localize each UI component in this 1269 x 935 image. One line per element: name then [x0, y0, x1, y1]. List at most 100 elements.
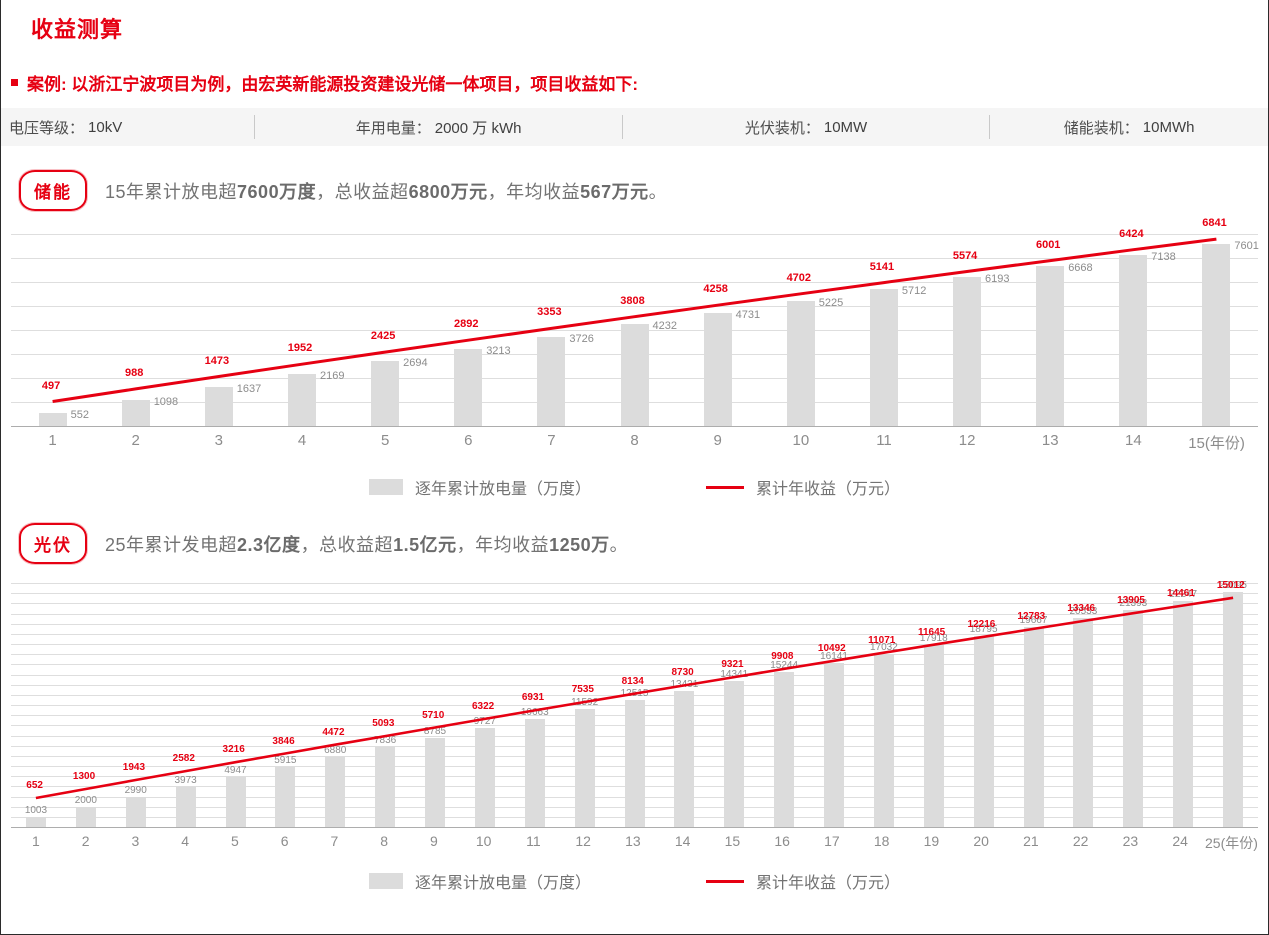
bar-value-label: 7138	[1151, 250, 1176, 263]
section-pv: 光伏 25年累计发电超2.3亿度，总收益超1.5亿元，年均收益1250万。 10…	[1, 523, 1268, 893]
gridline	[11, 593, 1258, 595]
line-value-label: 1952	[287, 342, 313, 355]
bar	[620, 324, 649, 426]
bar	[953, 277, 981, 426]
line-value-label: 11071	[868, 634, 896, 646]
bar	[703, 312, 732, 426]
bar	[786, 300, 815, 426]
headline-segment: 7600万度	[237, 181, 317, 202]
bar	[869, 288, 898, 426]
x-axis-label: 12	[958, 432, 976, 449]
bar-value-label: 14341	[720, 669, 749, 681]
bar-value-label: 3726	[569, 332, 594, 345]
bar	[325, 757, 346, 827]
section-storage: 储能 15年累计放电超7600万度，总收益超6800万元，年均收益567万元。 …	[1, 170, 1268, 499]
bar-value-label: 3213	[486, 344, 511, 357]
bar	[25, 816, 46, 827]
bar-value-label: 552	[70, 408, 89, 421]
bar-value-label: 10663	[520, 706, 549, 718]
x-axis-line	[11, 827, 1258, 828]
x-axis-label: 14	[1125, 432, 1142, 449]
line-value-label: 10492	[817, 642, 846, 654]
bar-value-label: 5712	[901, 284, 927, 297]
case-text: 案例: 以浙江宁波项目为例，由宏英新能源投资建设光储一体项目，项目收益如下:	[27, 75, 639, 94]
gridline	[11, 258, 1258, 259]
line-value-label: 8134	[621, 675, 644, 687]
bar-value-label: 2990	[124, 784, 147, 796]
legend-label: 逐年累计放电量（万度）	[414, 875, 591, 892]
gridline	[11, 603, 1258, 605]
x-axis-label: 11	[876, 432, 892, 449]
gridline	[11, 664, 1258, 666]
line-value-label: 12783	[1017, 610, 1046, 622]
x-axis-label: 5	[380, 432, 390, 449]
line-value-label: 5574	[952, 249, 978, 262]
line-value-label: 1943	[122, 762, 146, 773]
x-axis-label: 4	[297, 432, 307, 449]
bar	[1036, 266, 1065, 426]
bar	[824, 662, 844, 827]
line-value-label: 5093	[372, 718, 395, 730]
info-label: 电压等级：	[9, 119, 85, 137]
gridline	[11, 613, 1258, 615]
x-axis-label: 17	[824, 833, 840, 849]
headline-segment: 。	[609, 534, 629, 555]
pv-section-head: 光伏 25年累计发电超2.3亿度，总收益超1.5亿元，年均收益1250万。	[19, 523, 1268, 564]
bar	[225, 776, 246, 827]
x-axis-label: 5	[230, 833, 239, 849]
bar	[537, 336, 566, 426]
gridline	[11, 633, 1258, 635]
info-cell-annual-consumption: 年用电量： 2000 万 kWh	[254, 115, 621, 139]
info-label: 光伏装机：	[744, 119, 820, 137]
bar	[474, 728, 495, 827]
line-value-label: 2892	[454, 318, 479, 331]
x-axis-label: 23	[1122, 833, 1139, 849]
bar	[524, 718, 545, 827]
pv-chart-x-axis: 1 2 3 4 5 6 7 8 9 10 11 12 13 14 15 16 17 18 19 20 21 22 23 24 2…	[11, 833, 1258, 853]
line-value-label: 652	[26, 780, 43, 791]
legend-label: 累计年收益（万元）	[756, 875, 901, 892]
bar	[674, 690, 695, 827]
x-axis-label: 19	[923, 833, 940, 849]
revenue-line-svg	[35, 596, 1234, 800]
storage-headline: 15年累计放电超7600万度，总收益超6800万元，年均收益567万元。	[105, 178, 667, 204]
headline-segment: 。	[648, 181, 668, 202]
project-info-bar: 电压等级： 10kV 年用电量： 2000 万 kWh 光伏装机： 10MW 储…	[1, 108, 1268, 146]
bar-value-label: 4947	[224, 764, 247, 776]
x-axis-label: 16	[774, 833, 790, 849]
bar-value-label: 4232	[652, 320, 677, 333]
legend-label: 累计年收益（万元）	[756, 481, 901, 498]
pv-chart-legend: 逐年累计放电量（万度） 累计年收益（万元）	[11, 869, 1258, 893]
x-axis-label: 22	[1072, 833, 1089, 849]
bar-value-label: 1637	[236, 382, 262, 395]
info-cell-pv-capacity: 光伏装机： 10MW	[621, 115, 989, 139]
x-axis-label: 6	[280, 833, 289, 849]
bar	[923, 644, 944, 827]
x-axis-label: 20	[973, 833, 989, 849]
x-axis-label: 3	[214, 432, 224, 449]
line-value-label: 6931	[521, 692, 545, 704]
gridline	[11, 644, 1258, 645]
bar	[75, 806, 96, 827]
bar-value-label: 1003	[24, 804, 48, 816]
line-value-label: 6424	[1119, 227, 1144, 240]
bar	[375, 747, 396, 827]
bar-value-label: 23095	[1219, 580, 1247, 592]
bar	[371, 361, 400, 426]
line-value-label: 9908	[771, 650, 794, 662]
bar-value-label: 13431	[670, 678, 699, 690]
x-axis-label: 8	[630, 432, 639, 449]
line-value-label: 6001	[1035, 238, 1061, 251]
line-value-label: 3216	[222, 744, 245, 756]
bar-value-label: 3973	[174, 774, 197, 786]
line-value-label: 3808	[620, 294, 645, 307]
storage-badge: 储能	[19, 170, 87, 211]
line-value-label: 3846	[272, 735, 295, 747]
storage-section-head: 储能 15年累计放电超7600万度，总收益超6800万元，年均收益567万元。	[19, 170, 1268, 211]
info-value: 10kV	[88, 118, 123, 136]
legend-item-bars: 逐年累计放电量（万度）	[368, 475, 591, 499]
line-value-label: 14461	[1167, 587, 1195, 599]
bar-value-label: 6193	[985, 273, 1010, 286]
gridline	[11, 674, 1258, 676]
line-value-label: 11645	[917, 626, 946, 638]
